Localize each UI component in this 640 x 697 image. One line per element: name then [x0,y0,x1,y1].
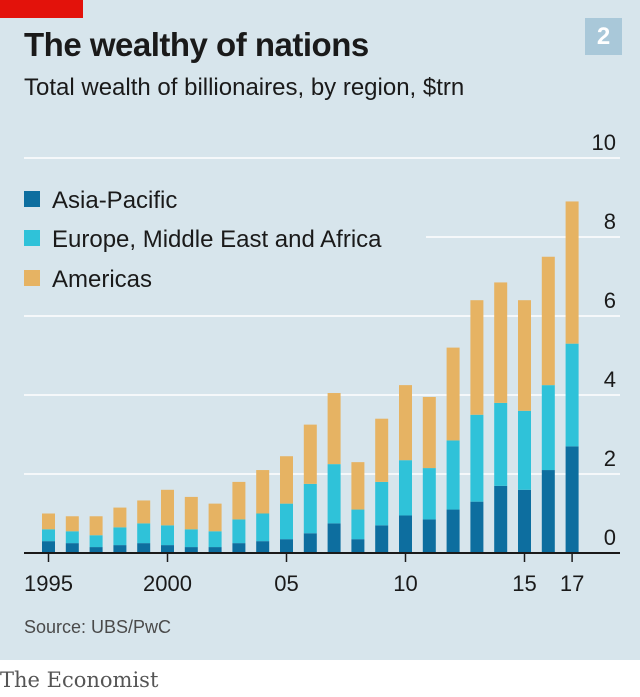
bar-segment-emea [65,531,79,544]
bar-segment-asia-pacific [137,543,151,553]
bar-segment-asia-pacific [351,539,365,553]
bar-segment-emea [565,343,579,447]
bar-segment-asia-pacific [161,545,174,553]
bar-segment-emea [375,481,389,526]
bar-segment-americas [184,496,198,530]
bar-segment-emea [208,531,222,548]
bar-segment-americas [65,516,79,532]
bar-segment-americas [89,516,103,536]
bar-segment-emea [232,519,246,544]
bar-segment-asia-pacific [184,547,198,553]
chart-number-badge: 2 [585,18,622,55]
bar-segment-asia-pacific [65,543,79,553]
legend-label-asia-pacific: Asia-Pacific [52,187,177,214]
chart-subtitle: Total wealth of billionaires, by region,… [24,74,465,101]
bar-segment-emea [351,509,365,540]
source-note: Source: UBS/PwC [24,617,172,637]
bar-segment-americas [303,424,317,484]
legend-backdrop [20,263,192,293]
bar-segment-asia-pacific [232,543,246,553]
bar-segment-asia-pacific [89,547,103,553]
bar-segment-americas [446,347,460,441]
legend-swatch-americas [24,270,40,286]
legend-label-emea: Europe, Middle East and Africa [52,226,382,253]
bar-segment-americas [256,470,270,514]
bar-segment-americas [375,418,389,482]
bar-segment-asia-pacific [446,509,460,553]
y-tick-label: 10 [592,130,616,155]
bar-segment-emea [303,483,317,534]
accent-tag [0,0,83,18]
bar-segment-americas [422,396,436,469]
chart-panel [0,0,640,660]
bar-segment-americas [351,462,365,510]
bar-segment-americas [494,282,508,403]
bar-segment-asia-pacific [256,541,270,553]
bar-segment-emea [161,525,174,546]
bar-segment-asia-pacific [42,541,55,553]
bar-segment-asia-pacific [280,539,293,553]
bar-segment-emea [422,468,436,520]
bar-segment-asia-pacific [303,533,317,553]
bar-segment-asia-pacific [541,470,555,553]
bar-segment-americas [541,256,555,386]
bar-segment-americas [565,201,579,344]
bar-segment-americas [161,489,174,526]
legend-backdrop [20,184,204,214]
bar-segment-asia-pacific [565,446,579,553]
bar-segment-emea [494,402,508,486]
bar-segment-emea [541,385,555,471]
stacked-bar-chart: 0 2 4 6 8 10 1995 2000 05 10 15 17 Asia-Pacific Europ… [20,130,620,596]
legend-swatch-asia-pacific [24,191,40,207]
bar-segment-asia-pacific [208,547,222,553]
y-tick-label: 0 [604,525,616,550]
bar-segment-emea [399,460,412,516]
bar-segment-emea [137,523,151,544]
bar-segment-emea [89,535,103,548]
bar-segment-americas [208,503,222,532]
legend-label-americas: Americas [52,266,152,293]
bar-segment-emea [280,503,293,540]
x-tick-label: 1995 [24,571,73,596]
bar-segment-emea [446,440,460,510]
bar-segment-asia-pacific [327,523,341,553]
bar-segment-emea [327,464,341,524]
chart-title: The wealthy of nations [24,26,369,63]
bar-segment-americas [113,507,127,528]
bar-segment-asia-pacific [113,545,127,553]
bar-segment-americas [518,300,531,411]
y-tick-label: 2 [604,446,616,471]
bar-segment-americas [232,481,246,520]
x-tick-label: 2000 [143,571,192,596]
bar-segment-americas [327,393,341,465]
bar-segment-asia-pacific [422,519,436,553]
bar-segment-asia-pacific [399,515,412,553]
x-tick-label: 05 [274,571,298,596]
y-tick-label: 6 [604,288,616,313]
bar-segment-americas [42,513,55,530]
bar-segment-emea [470,414,484,502]
bar-segment-asia-pacific [470,501,484,553]
bar-segment-emea [113,527,127,546]
bar-segment-asia-pacific [518,489,531,553]
bar-segment-emea [42,529,55,542]
y-tick-label: 4 [604,367,616,392]
bar-segment-emea [518,410,531,490]
legend-backdrop [20,223,426,253]
bar-segment-americas [137,500,151,524]
x-tick-label: 17 [560,571,584,596]
y-tick-label: 8 [604,209,616,234]
bar-segment-emea [256,513,270,542]
bar-segment-emea [184,529,198,548]
x-tick-label: 15 [512,571,536,596]
bar-segment-americas [470,300,484,415]
publisher-logo: The Economist [0,668,159,692]
bar-segment-asia-pacific [494,485,508,553]
bar-segment-americas [399,385,412,461]
bar-segment-asia-pacific [375,525,389,553]
legend-swatch-emea [24,230,40,246]
x-tick-label: 10 [393,571,417,596]
bar-segment-americas [280,456,293,504]
